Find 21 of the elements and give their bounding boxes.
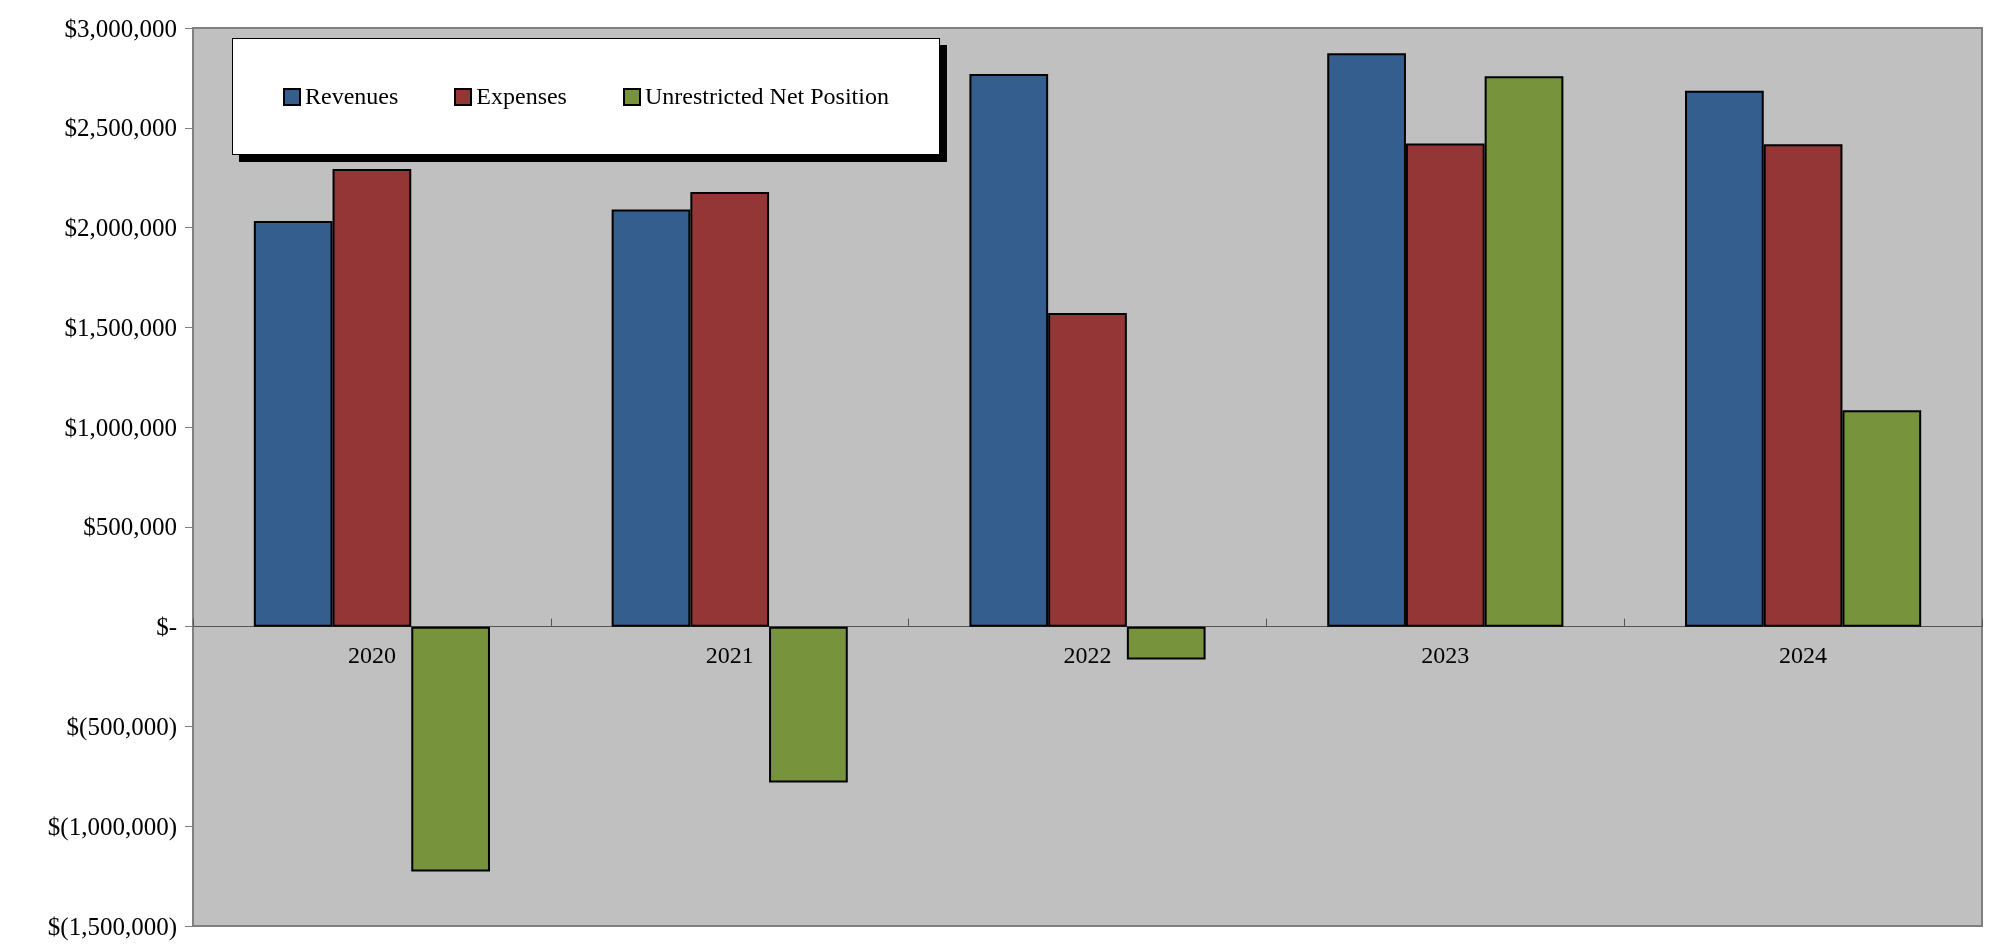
y-tick-label: $(1,000,000) xyxy=(47,812,177,841)
legend-label: Revenues xyxy=(305,83,399,110)
x-tick-label: 2022 xyxy=(1063,641,1112,668)
y-tick-label: $- xyxy=(156,613,177,641)
bar xyxy=(411,626,490,872)
legend-label: Expenses xyxy=(476,83,567,110)
bar xyxy=(1126,626,1206,660)
y-tick-label: $(500,000) xyxy=(66,712,177,741)
x-tick-label: 2023 xyxy=(1421,641,1470,668)
y-tick-label: $2,500,000 xyxy=(64,114,177,142)
y-tick-label: $1,000,000 xyxy=(64,413,177,441)
y-tick-label: $(1,500,000) xyxy=(47,912,177,941)
y-tick-label: $1,500,000 xyxy=(64,313,177,341)
x-tick-label: 2024 xyxy=(1779,641,1828,668)
y-tick-label: $2,000,000 xyxy=(64,214,177,242)
bar xyxy=(769,626,848,783)
y-tick-label: $3,000,000 xyxy=(64,14,177,42)
x-tick-label: 2020 xyxy=(347,641,396,668)
x-tick-label: 2021 xyxy=(705,641,754,668)
legend-label: Unrestricted Net Position xyxy=(644,83,889,110)
y-tick-label: $500,000 xyxy=(83,513,177,541)
